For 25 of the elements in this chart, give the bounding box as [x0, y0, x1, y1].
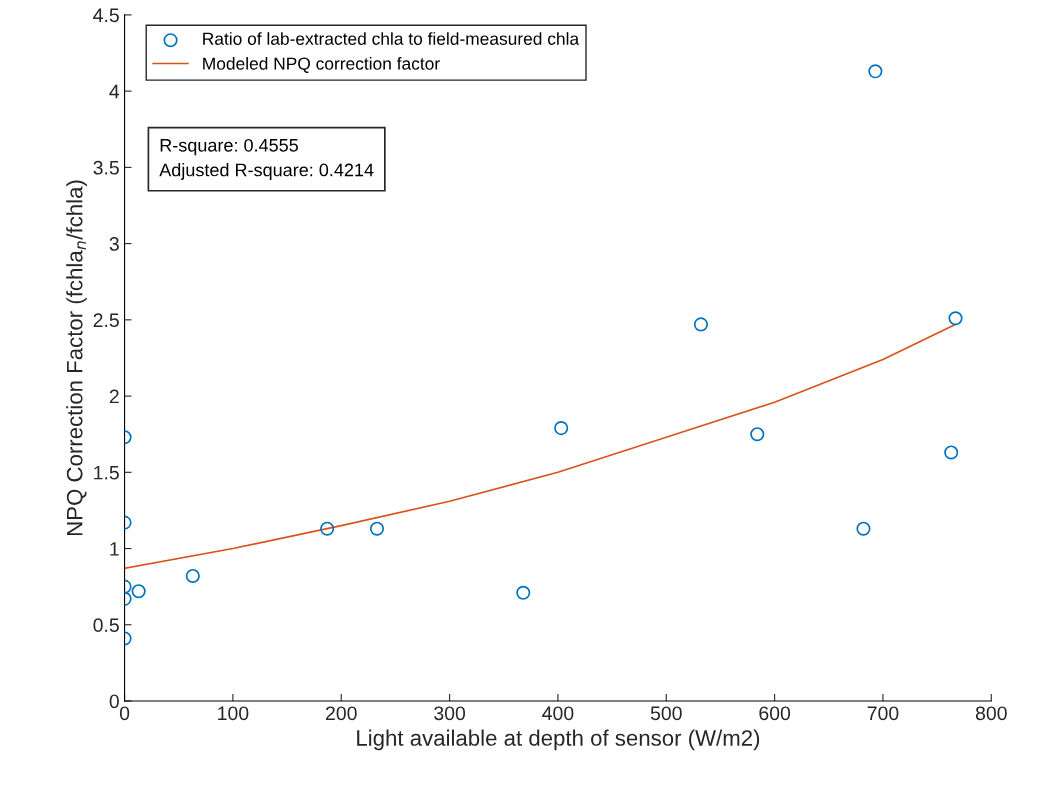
annotation: Adjusted R-square: 0.4214 [159, 163, 374, 180]
y-axis-title: NPQ Correction Factor (fchla$_{n}$/fchla) [66, 180, 87, 536]
x-tick-label: 800 [975, 706, 1007, 721]
legend-label: Ratio of lab-extracted chla to field-measured chla [203, 32, 580, 45]
y-tick-label: 0.5 [93, 618, 119, 633]
y-tick-label: 1.5 [94, 465, 119, 480]
x-tick-label: 100 [218, 706, 249, 721]
y-tick-label: 1 [110, 542, 119, 556]
y-tick-label: 3.5 [93, 160, 119, 175]
x-tick-label: 700 [867, 706, 899, 721]
x-tick-label: 200 [326, 706, 357, 721]
annotation: R-square: 0.4555 [160, 138, 298, 156]
y-tick-label: 0 [109, 694, 119, 709]
x-tick-label: 0 [119, 706, 130, 721]
legend-label: Modeled NPQ correction factor [203, 57, 440, 73]
y-tick-label: 4 [109, 84, 120, 99]
x-tick-label: 600 [759, 706, 791, 721]
x-tick-label: 400 [542, 706, 574, 721]
y-tick-label: 4.5 [93, 8, 119, 23]
y-tick-label: 3 [109, 237, 119, 251]
x-axis-title: Light available at depth of sensor (W/m2) [357, 729, 760, 751]
x-tick-label: 500 [650, 706, 682, 721]
y-tick-label: 2 [109, 389, 119, 404]
y-tick-label: 2.5 [93, 313, 119, 328]
x-tick-label: 300 [434, 706, 466, 721]
